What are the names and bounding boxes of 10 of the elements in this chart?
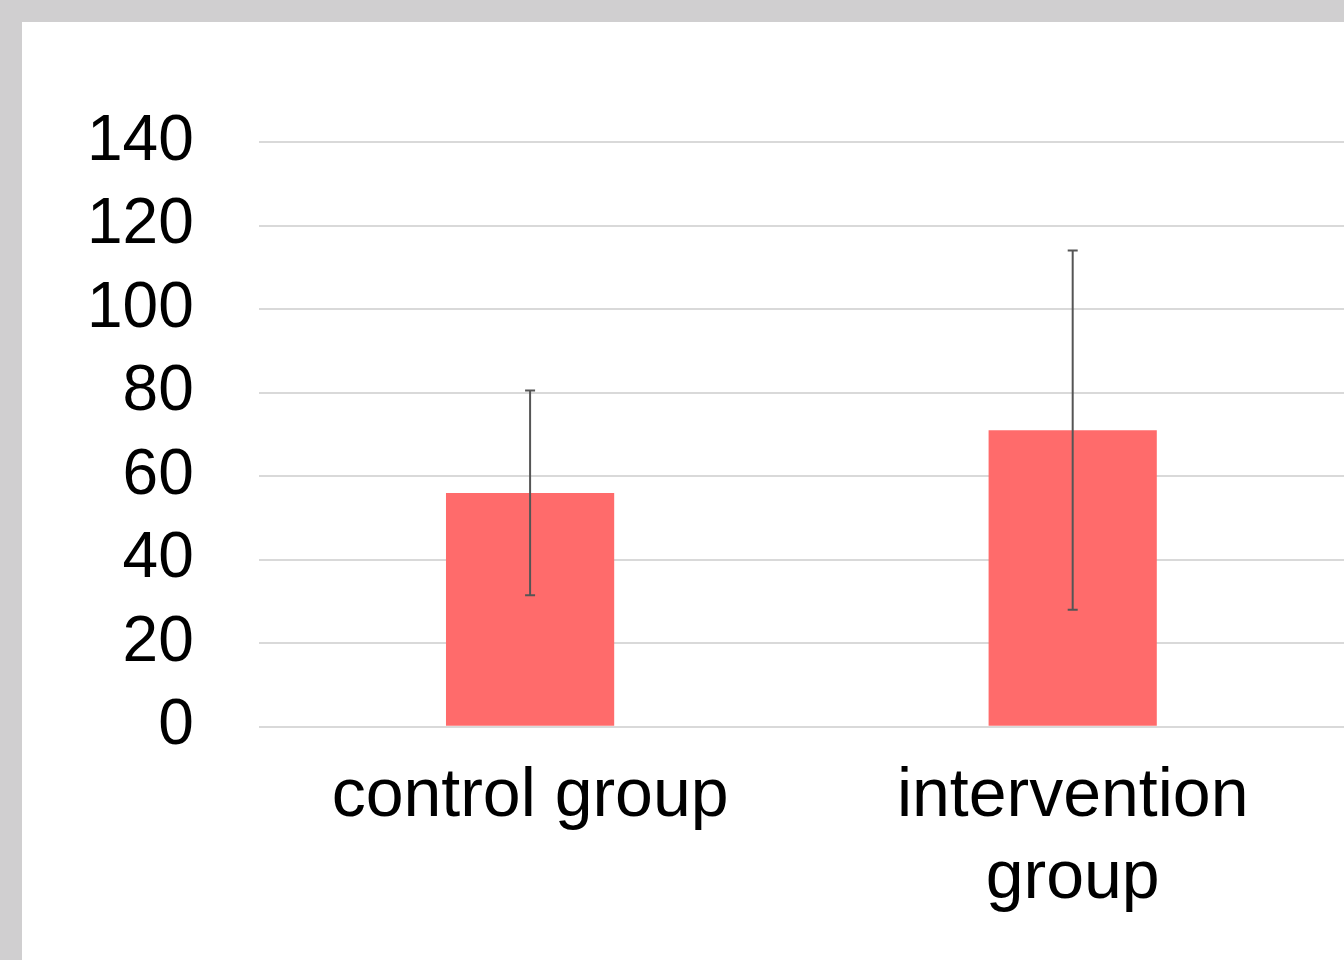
y-tick-label: 20 <box>122 602 194 675</box>
y-tick-label: 100 <box>87 268 194 341</box>
y-tick-label: 60 <box>122 435 194 508</box>
x-tick-label: control group <box>331 754 729 831</box>
y-tick-label: 140 <box>87 101 194 174</box>
y-tick-label: 120 <box>87 185 194 258</box>
y-tick-label: 80 <box>122 352 194 425</box>
y-tick-label: 0 <box>158 686 194 759</box>
x-tick-label: intervention group <box>896 754 1249 912</box>
y-tick-label: 40 <box>122 519 194 592</box>
